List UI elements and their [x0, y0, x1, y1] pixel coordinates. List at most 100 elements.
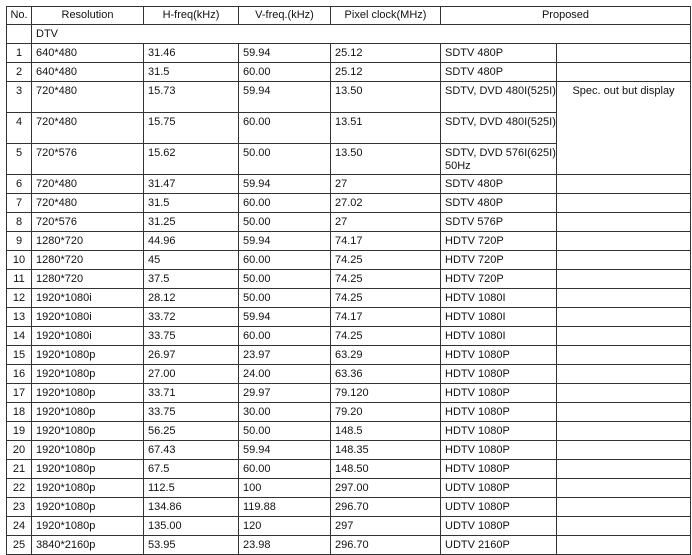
- cell-pixel-clock: 25.12: [330, 43, 441, 63]
- cell-vfreq: 30.00: [238, 402, 331, 422]
- cell-vfreq: 60.00: [238, 193, 331, 213]
- cell-proposed: HDTV 1080I: [440, 288, 557, 308]
- cell-pixel-clock: 148.35: [330, 440, 441, 460]
- table-row: 7 720*480 31.5 60.00 27.02 SDTV 480P: [6, 193, 691, 213]
- cell-no: 23: [6, 497, 32, 517]
- table-row: 3 720*480 15.73 59.94 13.50 SDTV, DVD 480I(52…: [6, 81, 691, 175]
- table-row: 24 1920*1080p 135.00 120 297 UDTV 1080P: [6, 516, 691, 536]
- note-cell: Spec. out but display: [556, 81, 691, 175]
- cell-proposed: HDTV 1080P: [440, 459, 557, 479]
- cell-vfreq: 59.94: [238, 81, 331, 113]
- cell-proposed: HDTV 1080P: [440, 345, 557, 365]
- cell-note-empty: [556, 383, 691, 403]
- cell-hfreq: 27.00: [143, 364, 239, 384]
- cell-resolution: 1920*1080p: [31, 459, 144, 479]
- cell-resolution: 720*480: [31, 174, 144, 194]
- cell-resolution: 1280*720: [31, 250, 144, 270]
- cell-pixel-clock: 79.20: [330, 402, 441, 422]
- cell-proposed: UDTV 1080P: [440, 478, 557, 498]
- cell-hfreq: 112.5: [143, 478, 239, 498]
- cell-resolution: 1920*1080p: [31, 478, 144, 498]
- cell-no: 8: [6, 212, 32, 232]
- cell-hfreq: 31.25: [143, 212, 239, 232]
- cell-resolution: 720*480: [31, 112, 144, 144]
- cell-pixel-clock: 74.17: [330, 231, 441, 251]
- header-hfreq: H-freq(kHz): [143, 6, 239, 25]
- cell-note-empty: [556, 43, 691, 63]
- cell-note-empty: [556, 326, 691, 346]
- cell-resolution: 1920*1080p: [31, 402, 144, 422]
- cell-no: 15: [6, 345, 32, 365]
- cell-resolution: 720*576: [31, 212, 144, 232]
- cell-vfreq: 120: [238, 516, 331, 536]
- table-row: 8 720*576 31.25 50.00 27 SDTV 576P: [6, 212, 691, 232]
- cell-pixel-clock: 74.17: [330, 307, 441, 327]
- cell-proposed: SDTV 480P: [440, 43, 557, 63]
- cell-no: 12: [6, 288, 32, 308]
- cell-pixel-clock: 27.02: [330, 193, 441, 213]
- table-row: 2 640*480 31.5 60.00 25.12 SDTV 480P: [6, 62, 691, 82]
- cell-hfreq: 31.5: [143, 62, 239, 82]
- cell-no: 14: [6, 326, 32, 346]
- cell-no: 1: [6, 43, 32, 63]
- cell-hfreq: 33.75: [143, 326, 239, 346]
- cell-resolution: 720*480: [31, 81, 144, 113]
- cell-hfreq: 33.71: [143, 383, 239, 403]
- cell-pixel-clock: 297: [330, 516, 441, 536]
- cell-hfreq: 15.73: [143, 81, 239, 113]
- cell-resolution: 1920*1080p: [31, 516, 144, 536]
- cell-note-empty: [556, 402, 691, 422]
- table-row: 6 720*480 31.47 59.94 27 SDTV 480P: [6, 174, 691, 194]
- cell-note-empty: [556, 478, 691, 498]
- cell-pixel-clock: 27: [330, 174, 441, 194]
- cell-note-empty: [556, 459, 691, 479]
- timing-table: No. Resolution H-freq(kHz) V-freq.(kHz) …: [6, 6, 691, 555]
- header-resolution: Resolution: [31, 6, 144, 25]
- cell-vfreq: 59.94: [238, 231, 331, 251]
- cell-no: 4: [6, 112, 32, 144]
- header-row: No. Resolution H-freq(kHz) V-freq.(kHz) …: [6, 6, 691, 25]
- cell-proposed: SDTV 480P: [440, 193, 557, 213]
- cell-proposed: HDTV 1080P: [440, 364, 557, 384]
- header-vfreq: V-freq.(kHz): [238, 6, 331, 25]
- table-row: 25 3840*2160p 53.95 23.98 296.70 UDTV 2160P: [6, 535, 691, 555]
- cell-no: 2: [6, 62, 32, 82]
- cell-proposed: HDTV 1080P: [440, 421, 557, 441]
- cell-vfreq: 23.97: [238, 345, 331, 365]
- cell-pixel-clock: 148.50: [330, 459, 441, 479]
- cell-proposed: SDTV 480P: [440, 62, 557, 82]
- cell-hfreq: 53.95: [143, 535, 239, 555]
- cell-hfreq: 15.75: [143, 112, 239, 144]
- cell-hfreq: 15.62: [143, 143, 239, 175]
- cell-vfreq: 60.00: [238, 112, 331, 144]
- cell-hfreq: 33.72: [143, 307, 239, 327]
- cell-resolution: 1920*1080p: [31, 497, 144, 517]
- cell-pixel-clock: 74.25: [330, 326, 441, 346]
- cell-pixel-clock: 79.120: [330, 383, 441, 403]
- table-row: 10 1280*720 45 60.00 74.25 HDTV 720P: [6, 250, 691, 270]
- cell-hfreq: 26.97: [143, 345, 239, 365]
- section-label: DTV: [31, 24, 691, 44]
- cell-no: 9: [6, 231, 32, 251]
- cell-pixel-clock: 25.12: [330, 62, 441, 82]
- table-row: 21 1920*1080p 67.5 60.00 148.50 HDTV 1080P: [6, 459, 691, 479]
- cell-note-empty: [556, 440, 691, 460]
- cell-vfreq: 60.00: [238, 459, 331, 479]
- cell-vfreq: 59.94: [238, 174, 331, 194]
- cell-resolution: 720*480: [31, 193, 144, 213]
- cell-proposed: UDTV 1080P: [440, 497, 557, 517]
- cell-note-empty: [556, 193, 691, 213]
- cell-no: 5: [6, 143, 32, 175]
- table-row: 15 1920*1080p 26.97 23.97 63.29 HDTV 1080P: [6, 345, 691, 365]
- cell-vfreq: 23.98: [238, 535, 331, 555]
- table-row: 22 1920*1080p 112.5 100 297.00 UDTV 1080P: [6, 478, 691, 498]
- cell-no: 25: [6, 535, 32, 555]
- header-no: No.: [6, 6, 32, 25]
- cell-proposed: UDTV 1080P: [440, 516, 557, 536]
- cell-no: 3: [6, 81, 32, 113]
- cell-vfreq: 50.00: [238, 288, 331, 308]
- cell-resolution: 3840*2160p: [31, 535, 144, 555]
- cell-hfreq: 28.12: [143, 288, 239, 308]
- table-row: 5 720*576 15.62 50.00 13.50 SDTV, DVD 576I(62…: [6, 143, 691, 175]
- cell-no: 7: [6, 193, 32, 213]
